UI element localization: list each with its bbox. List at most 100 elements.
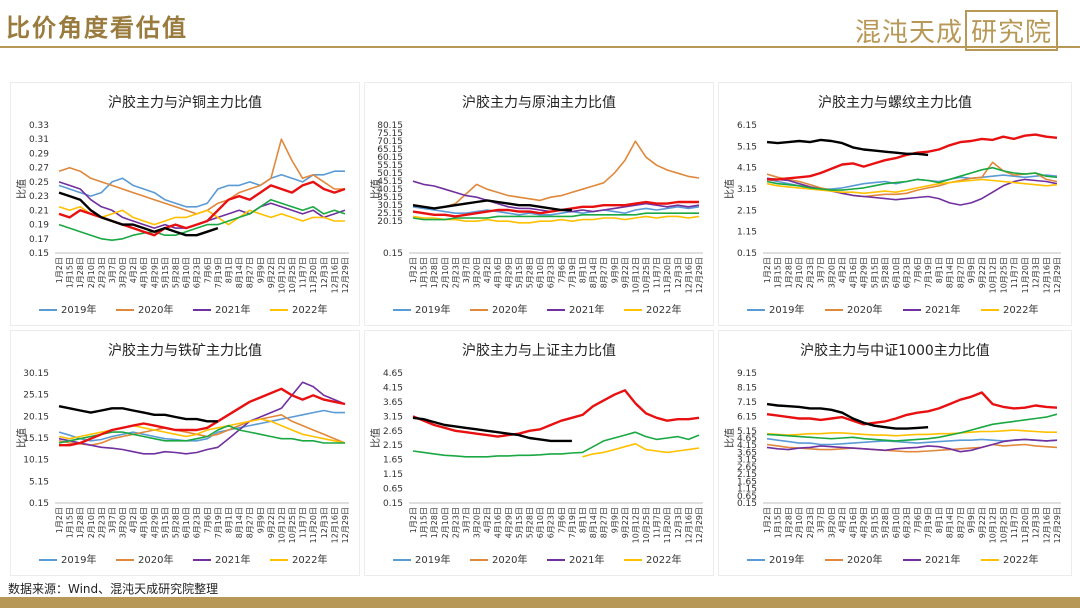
x-tick-label: 9月9日 — [610, 257, 619, 283]
x-tick-label: 1月15日 — [66, 507, 75, 538]
x-tick-label: 8月1日 — [935, 257, 944, 283]
x-tick-label: 4月2日 — [838, 257, 847, 283]
x-tick-label: 12月3日 — [1032, 507, 1041, 538]
x-tick-label: 9月22日 — [978, 257, 987, 288]
x-tick-label: 1月2日 — [763, 257, 772, 283]
x-tick-label: 6月23日 — [547, 507, 556, 538]
x-tick-label: 7月6日 — [913, 257, 922, 283]
x-tick-label: 6月10日 — [182, 507, 191, 538]
series-line — [766, 438, 1058, 453]
x-tick-label: 8月27日 — [246, 507, 255, 538]
x-tick-label: 6月10日 — [892, 257, 901, 288]
y-tick-label: 0.33 — [29, 121, 49, 131]
legend-label: 2019年 — [769, 303, 804, 316]
y-tick-label: 0.19 — [29, 221, 49, 231]
x-tick-label: 6月23日 — [903, 507, 912, 538]
y-tick-label: 30.15 — [23, 369, 49, 379]
x-tick-label: 11月20日 — [663, 507, 672, 543]
x-tick-label: 3月7日 — [108, 257, 117, 283]
x-tick-label: 6月23日 — [193, 257, 202, 288]
series-line — [412, 389, 700, 438]
page-title: 比价角度看估值 — [6, 14, 188, 42]
x-tick-label: 2月23日 — [97, 257, 106, 288]
x-tick-label: 4月29日 — [150, 257, 159, 288]
x-tick-label: 8月14日 — [589, 257, 598, 288]
y-tick-label: 4.65 — [383, 369, 403, 379]
x-tick-label: 9月22日 — [267, 257, 276, 288]
x-tick-label: 4月29日 — [150, 507, 159, 538]
y-tick-label: 0.17 — [29, 235, 49, 245]
x-tick-label: 6月23日 — [547, 257, 556, 288]
y-tick-label: 3.15 — [737, 185, 757, 195]
y-tick-label: 4.15 — [737, 164, 757, 174]
legend-label: 2021年 — [215, 553, 250, 566]
y-tick-label: 3.15 — [737, 456, 757, 466]
x-tick-label: 10月25日 — [999, 257, 1008, 293]
legend-label: 2020年 — [138, 553, 173, 566]
x-tick-label: 4月16日 — [849, 257, 858, 288]
x-tick-label: 1月2日 — [55, 507, 64, 533]
x-tick-label: 4月16日 — [494, 257, 503, 288]
x-tick-label: 6月10日 — [536, 257, 545, 288]
series-line — [766, 413, 1058, 442]
x-tick-label: 7月19日 — [214, 507, 223, 538]
x-tick-label: 4月2日 — [483, 507, 492, 533]
x-tick-label: 12月29日 — [695, 257, 704, 293]
y-tick-label: 5.15 — [737, 427, 757, 437]
y-axis-label: 比值 — [15, 428, 28, 448]
y-tick-label: 0.23 — [29, 192, 49, 202]
y-axis-label: 比值 — [15, 179, 28, 199]
y-tick-label: 1.15 — [383, 470, 403, 480]
x-tick-label: 11月7日 — [653, 507, 662, 538]
x-tick-label: 12月16日 — [330, 257, 339, 293]
x-tick-label: 7月6日 — [203, 257, 212, 283]
x-tick-label: 8月1日 — [935, 507, 944, 533]
y-axis-label: 比值 — [723, 428, 736, 448]
chart-svg: 沪胶主力与原油主力比值 0.15 20.1525.1530.1535.1540.15… — [369, 94, 704, 316]
series-line — [412, 206, 700, 216]
x-tick-label: 6月23日 — [903, 257, 912, 288]
x-tick-label: 8月1日 — [578, 257, 587, 283]
y-tick-label: 0.29 — [29, 149, 49, 159]
x-tick-label: 10月25日 — [999, 507, 1008, 543]
series-line — [58, 198, 346, 241]
y-tick-label: 0.65 — [383, 485, 403, 495]
x-tick-label: 7月19日 — [924, 257, 933, 288]
x-tick-label: 3月20日 — [473, 507, 482, 538]
y-tick-label: 25.15 — [23, 391, 49, 401]
x-tick-label: 11月20日 — [1021, 507, 1030, 543]
x-tick-label: 1月28日 — [430, 257, 439, 288]
x-tick-label: 4月16日 — [140, 257, 149, 288]
series-line — [766, 429, 1057, 437]
x-tick-label: 4月29日 — [860, 507, 869, 538]
series-line — [58, 180, 346, 237]
x-tick-label: 5月15日 — [870, 257, 879, 288]
series-line — [766, 391, 1058, 426]
y-tick-label: 1.15 — [737, 228, 757, 238]
x-tick-label: 3月7日 — [462, 507, 471, 533]
x-tick-label: 4月16日 — [140, 507, 149, 538]
y-tick-label: 75.15 — [377, 129, 403, 139]
series-line — [412, 199, 572, 212]
y-tick-label: 2.65 — [737, 463, 757, 473]
legend-label: 2022年 — [1003, 303, 1038, 316]
data-source: 数据来源：Wind、混沌天成研究院整理 — [8, 582, 219, 596]
x-tick-label: 3月7日 — [817, 257, 826, 283]
y-tick-label: 25.15 — [377, 209, 403, 219]
series-line — [412, 140, 700, 210]
x-tick-label: 8月14日 — [235, 507, 244, 538]
x-tick-label: 9月9日 — [967, 257, 976, 283]
y-tick-label: 1.65 — [737, 477, 757, 487]
x-tick-label: 11月20日 — [1021, 257, 1030, 293]
x-tick-label: 2月23日 — [451, 257, 460, 288]
y-tick-label: 15.15 — [23, 434, 49, 444]
header-divider — [0, 46, 1080, 48]
legend-label: 2020年 — [492, 303, 527, 316]
chart-svg: 沪胶主力与沪铜主力比值 0.15 0.17 0.19 0.21 0.23 0.25 0.27 0… — [15, 94, 350, 316]
x-tick-label: 9月22日 — [978, 507, 987, 538]
chart-svg: 沪胶主力与上证主力比值 0.15 0.65 1.15 1.65 2.15 2.65 3.15 3… — [369, 342, 704, 566]
y-tick-label: 4.15 — [737, 441, 757, 451]
series-line — [59, 387, 346, 447]
footer-bar — [0, 597, 1080, 608]
y-tick-label: 8.15 — [737, 383, 757, 393]
